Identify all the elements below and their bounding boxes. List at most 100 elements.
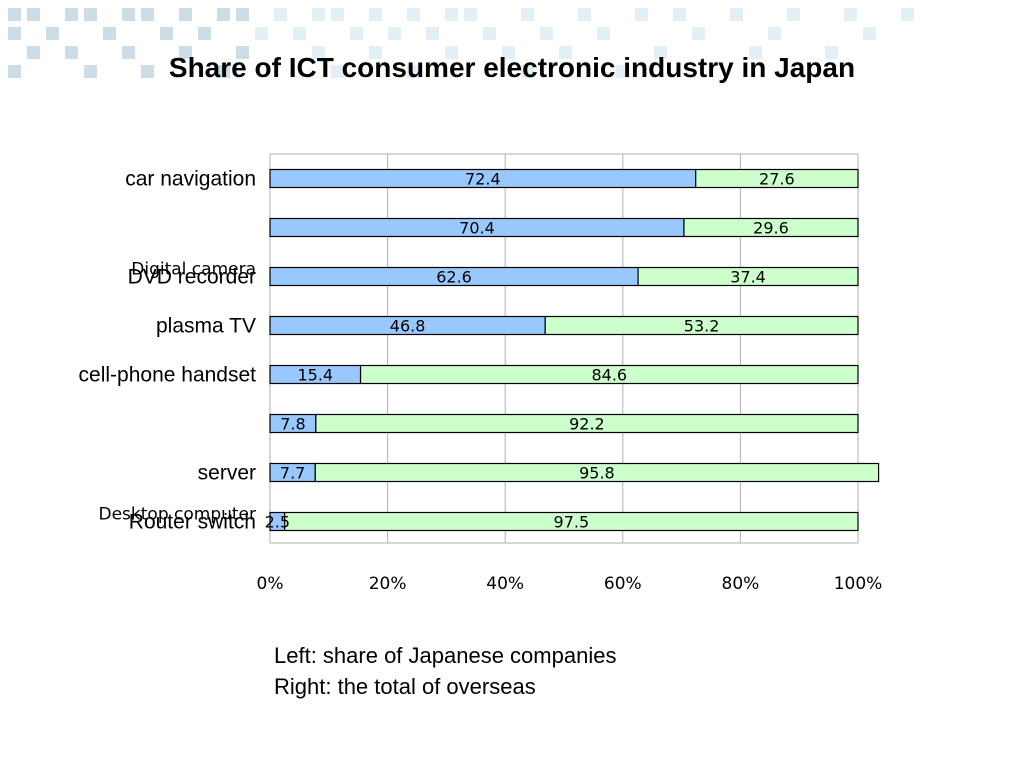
deco-square bbox=[103, 27, 116, 40]
deco-square bbox=[635, 8, 648, 21]
category-label: Router switch bbox=[129, 511, 256, 534]
note-right: Right: the total of overseas bbox=[274, 674, 536, 699]
deco-square bbox=[236, 46, 249, 59]
category-label: cell-phone handset bbox=[79, 364, 257, 387]
data-label: 70.4 bbox=[459, 219, 495, 238]
data-labels: 72.4 27.6 70.4 29.6 62.6 37.4 46.8 53.2 15.4 84.6… bbox=[265, 170, 795, 532]
deco-square bbox=[483, 27, 496, 40]
deco-square bbox=[122, 46, 135, 59]
deco-square bbox=[673, 8, 686, 21]
deco-square bbox=[293, 27, 306, 40]
deco-square bbox=[179, 8, 192, 21]
bar-segment bbox=[284, 511, 859, 532]
deco-square bbox=[160, 27, 173, 40]
overlay-category-label: Digital camera bbox=[131, 260, 256, 280]
deco-square bbox=[369, 46, 382, 59]
deco-square bbox=[578, 8, 591, 21]
data-label: 2.5 bbox=[265, 513, 290, 532]
deco-square bbox=[825, 46, 838, 59]
deco-square bbox=[445, 8, 458, 21]
bar-segment bbox=[695, 168, 859, 189]
bar-segment bbox=[315, 413, 859, 434]
deco-square bbox=[521, 8, 534, 21]
deco-square bbox=[255, 27, 268, 40]
deco-square bbox=[445, 46, 458, 59]
deco-square bbox=[27, 46, 40, 59]
x-tick-label: 20% bbox=[369, 574, 407, 594]
deco-square bbox=[312, 46, 325, 59]
data-label: 97.5 bbox=[554, 513, 590, 532]
category-label: server bbox=[198, 462, 256, 485]
deco-square bbox=[8, 8, 21, 21]
data-label: 7.7 bbox=[280, 464, 305, 483]
deco-square bbox=[654, 46, 667, 59]
deco-square bbox=[331, 8, 344, 21]
deco-square bbox=[27, 8, 40, 21]
data-label: 27.6 bbox=[759, 170, 795, 189]
deco-square bbox=[844, 8, 857, 21]
deco-square bbox=[407, 65, 420, 78]
data-label: 37.4 bbox=[730, 268, 766, 287]
deco-square bbox=[502, 46, 515, 59]
data-label: 53.2 bbox=[684, 317, 720, 336]
deco-square bbox=[198, 27, 211, 40]
deco-square bbox=[426, 27, 439, 40]
deco-square bbox=[274, 8, 287, 21]
deco-square bbox=[559, 46, 572, 59]
deco-square bbox=[179, 46, 192, 59]
deco-square bbox=[141, 8, 154, 21]
legend-notes: Left: share of Japanese companies Right:… bbox=[274, 640, 616, 702]
deco-square bbox=[787, 8, 800, 21]
deco-square bbox=[84, 65, 97, 78]
gridlines bbox=[387, 154, 741, 543]
deco-square bbox=[863, 27, 876, 40]
bar-segment bbox=[637, 266, 859, 287]
deco-square bbox=[236, 8, 249, 21]
deco-square bbox=[331, 65, 344, 78]
data-label: 72.4 bbox=[465, 170, 501, 189]
x-tick-label: 60% bbox=[604, 574, 642, 594]
deco-square bbox=[464, 8, 477, 21]
x-tick-label: 80% bbox=[722, 574, 760, 594]
deco-square bbox=[540, 27, 553, 40]
category-labels: car navigation DVD recorder plasma TV cell-… bbox=[79, 168, 257, 534]
bar-segment bbox=[314, 462, 880, 483]
deco-square bbox=[217, 8, 230, 21]
data-label: 84.6 bbox=[591, 366, 627, 385]
data-label: 46.8 bbox=[390, 317, 426, 336]
deco-square bbox=[312, 8, 325, 21]
deco-square bbox=[369, 8, 382, 21]
data-label: 15.4 bbox=[297, 366, 333, 385]
deco-square bbox=[122, 8, 135, 21]
x-axis-ticks: 0% 20% 40% 60% 80% 100% bbox=[257, 574, 883, 594]
bars bbox=[269, 168, 880, 532]
deco-square bbox=[141, 65, 154, 78]
deco-square bbox=[597, 27, 610, 40]
data-label: 95.8 bbox=[579, 464, 615, 483]
bar-segment bbox=[544, 315, 859, 336]
category-label: DVD recorder bbox=[128, 266, 256, 289]
data-label: 92.2 bbox=[569, 415, 605, 434]
deco-square bbox=[768, 27, 781, 40]
deco-square bbox=[692, 27, 705, 40]
deco-square bbox=[8, 27, 21, 40]
deco-square bbox=[84, 8, 97, 21]
data-label: 62.6 bbox=[436, 268, 472, 287]
deco-square bbox=[749, 46, 762, 59]
deco-square bbox=[65, 46, 78, 59]
decorative-square-pattern bbox=[8, 8, 914, 78]
deco-square bbox=[521, 65, 534, 78]
slide-title: Share of ICT consumer electronic industr… bbox=[168, 52, 856, 83]
data-label: 29.6 bbox=[753, 219, 789, 238]
deco-square bbox=[388, 27, 401, 40]
deco-square bbox=[65, 8, 78, 21]
category-label: plasma TV bbox=[156, 315, 256, 338]
x-tick-label: 40% bbox=[486, 574, 524, 594]
note-left: Left: share of Japanese companies bbox=[274, 643, 617, 668]
category-label: car navigation bbox=[125, 168, 256, 191]
deco-square bbox=[730, 8, 743, 21]
bar-segment bbox=[683, 217, 859, 238]
deco-square bbox=[616, 65, 629, 78]
plot-area-frame bbox=[269, 153, 859, 544]
